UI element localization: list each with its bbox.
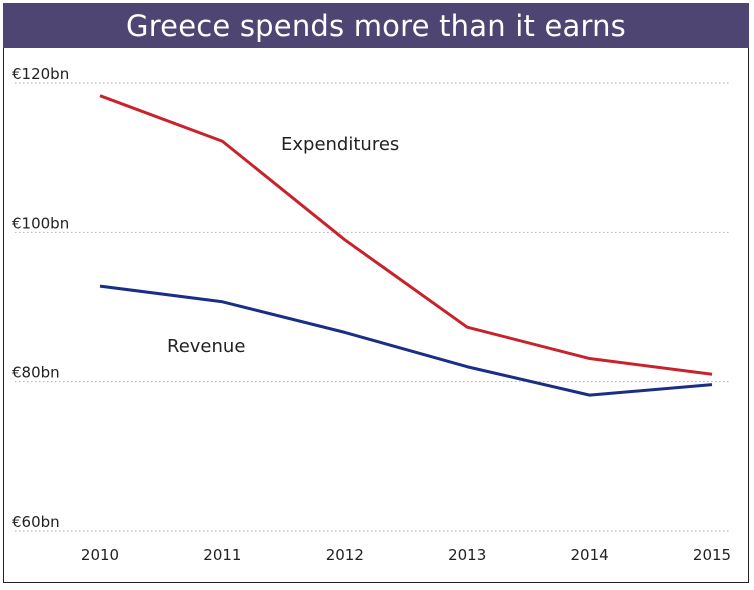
series-label-revenue: Revenue (167, 336, 245, 357)
series-label-expenditures: Expenditures (281, 134, 399, 155)
title-bar: Greece spends more than it earns (3, 3, 749, 48)
revenue-line (99, 284, 713, 397)
y-tick-label: €100bn (12, 214, 69, 232)
gridlines (15, 82, 731, 532)
y-tick-label: €60bn (12, 513, 60, 531)
chart-title: Greece spends more than it earns (126, 8, 626, 43)
expenditures-line (99, 94, 713, 376)
x-tick-label: 2014 (571, 546, 609, 564)
x-tick-label: 2012 (326, 546, 364, 564)
chart-frame (3, 3, 749, 583)
y-axis-tick-labels: €60bn €80bn €100bn €120bn (12, 65, 69, 531)
x-axis-tick-labels: 2010 2011 2012 2013 2014 2015 (81, 546, 731, 564)
x-tick-label: 2011 (203, 546, 241, 564)
x-tick-label: 2013 (448, 546, 486, 564)
series-lines (99, 94, 713, 397)
x-tick-label: 2015 (693, 546, 731, 564)
y-tick-label: €120bn (12, 65, 69, 83)
y-tick-label: €80bn (12, 364, 60, 382)
x-tick-label: 2010 (81, 546, 119, 564)
